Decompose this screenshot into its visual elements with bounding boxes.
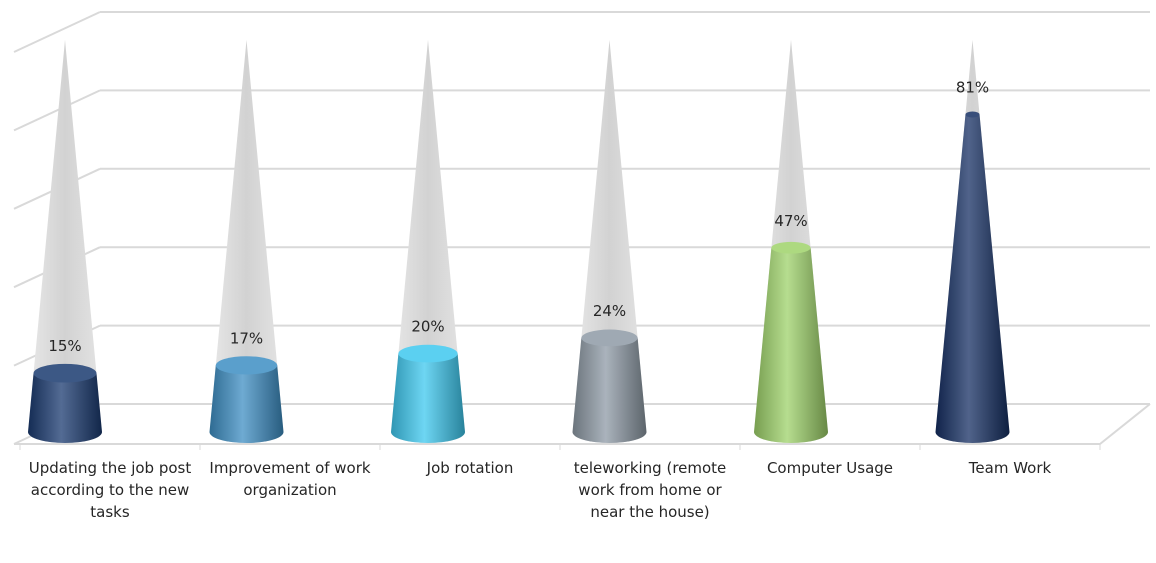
data-label: 15%	[48, 337, 81, 355]
data-label: 20%	[411, 318, 444, 336]
x-tick-label: Improvement of work organization	[209, 459, 371, 499]
gridline-diagonal	[13, 11, 101, 53]
x-tick-label: Computer Usage	[766, 459, 894, 477]
data-label: 17%	[230, 329, 263, 347]
bar-cap	[965, 111, 980, 118]
bars	[28, 111, 1010, 443]
x-tick-label: Team Work	[968, 459, 1052, 477]
gridline-diagonal	[13, 89, 101, 132]
x-tick-label: teleworking (remote work from home or ne…	[573, 459, 727, 521]
data-label: 81%	[956, 78, 989, 96]
data-label: 24%	[593, 302, 626, 320]
x-tick-label: Job rotation	[426, 459, 514, 477]
bar-cone	[754, 247, 828, 443]
bar-cone	[391, 353, 465, 443]
bar-cone	[572, 337, 647, 443]
ghost-cone	[28, 40, 102, 443]
bar-cap	[581, 329, 638, 347]
data-labels: 15% 17% 20% 24% 47% 81%	[48, 78, 989, 355]
ghost-cone	[209, 40, 284, 443]
data-label: 47%	[774, 212, 807, 230]
bar-cap	[215, 356, 278, 375]
ghost-cone	[391, 40, 465, 443]
bar-cap	[398, 344, 458, 363]
ghost-cones	[28, 40, 1010, 443]
bar-cap	[33, 363, 97, 383]
floor-edge	[1099, 403, 1151, 445]
x-tick-label: Updating the job post according to the n…	[28, 459, 192, 521]
bar-cone	[209, 365, 284, 443]
bar-cone	[935, 114, 1010, 443]
bar-cap	[771, 241, 811, 254]
bar-cone	[28, 373, 102, 443]
